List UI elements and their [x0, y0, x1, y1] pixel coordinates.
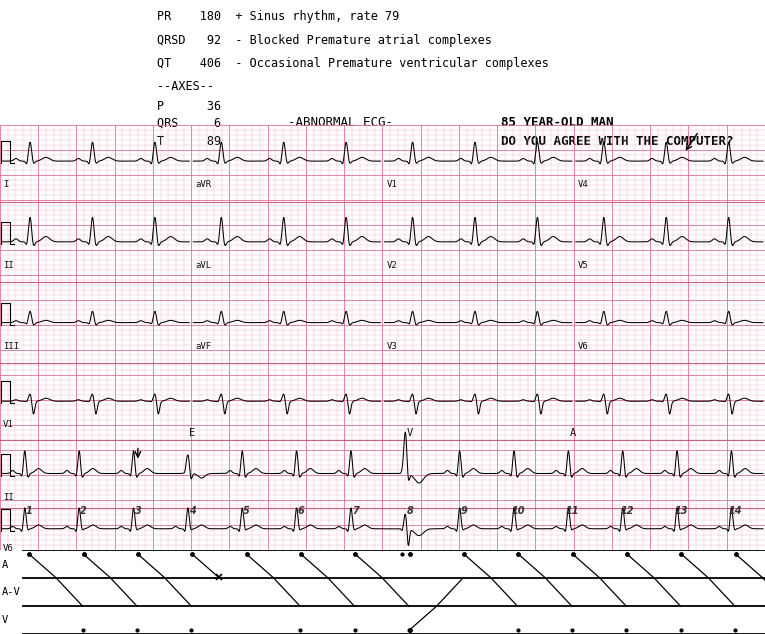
Text: 12: 12 [620, 505, 634, 515]
Text: 1: 1 [26, 505, 33, 515]
Text: V: V [406, 427, 413, 437]
Text: QT    406  - Occasional Premature ventricular complexes: QT 406 - Occasional Premature ventricula… [157, 58, 549, 70]
Text: V4: V4 [578, 180, 588, 189]
Text: 7: 7 [352, 505, 359, 515]
Text: 10: 10 [512, 505, 525, 515]
Text: II: II [3, 261, 14, 270]
Text: 85 YEAR-OLD MAN: 85 YEAR-OLD MAN [501, 116, 614, 129]
Text: P      36: P 36 [157, 100, 221, 113]
Text: V2: V2 [386, 261, 397, 270]
Text: V5: V5 [578, 261, 588, 270]
Text: V: V [2, 615, 8, 624]
Text: aVR: aVR [195, 180, 211, 189]
Text: V6: V6 [3, 544, 14, 553]
Text: V6: V6 [578, 342, 588, 351]
Text: 2: 2 [80, 505, 87, 515]
Text: --AXES--: --AXES-- [157, 80, 214, 93]
Text: -ABNORMAL ECG-: -ABNORMAL ECG- [288, 116, 393, 129]
Text: 8: 8 [406, 505, 413, 515]
Text: 4: 4 [189, 505, 196, 515]
Text: III: III [3, 342, 19, 351]
Text: I: I [3, 180, 8, 189]
Text: DO YOU AGREE WITH THE COMPUTER?: DO YOU AGREE WITH THE COMPUTER? [501, 135, 734, 148]
Text: T      89: T 89 [157, 135, 221, 148]
Text: 11: 11 [566, 505, 580, 515]
Text: A-V: A-V [2, 587, 21, 597]
Text: A: A [2, 560, 8, 570]
Text: 14: 14 [729, 505, 743, 515]
Text: aVF: aVF [195, 342, 211, 351]
Text: V1: V1 [3, 420, 14, 429]
Text: 3: 3 [135, 505, 142, 515]
Text: aVL: aVL [195, 261, 211, 270]
Text: 9: 9 [461, 505, 467, 515]
Text: A: A [570, 427, 576, 437]
Text: V1: V1 [386, 180, 397, 189]
Text: QRSD   92  - Blocked Premature atrial complexes: QRSD 92 - Blocked Premature atrial compl… [157, 34, 492, 47]
Text: V3: V3 [386, 342, 397, 351]
Text: QRS     6: QRS 6 [157, 116, 221, 129]
Text: 5: 5 [243, 505, 250, 515]
Text: PR    180  + Sinus rhythm, rate 79: PR 180 + Sinus rhythm, rate 79 [157, 10, 399, 23]
Text: II: II [3, 493, 14, 501]
Text: 6: 6 [298, 505, 304, 515]
Text: 13: 13 [675, 505, 688, 515]
Text: E: E [189, 427, 195, 437]
